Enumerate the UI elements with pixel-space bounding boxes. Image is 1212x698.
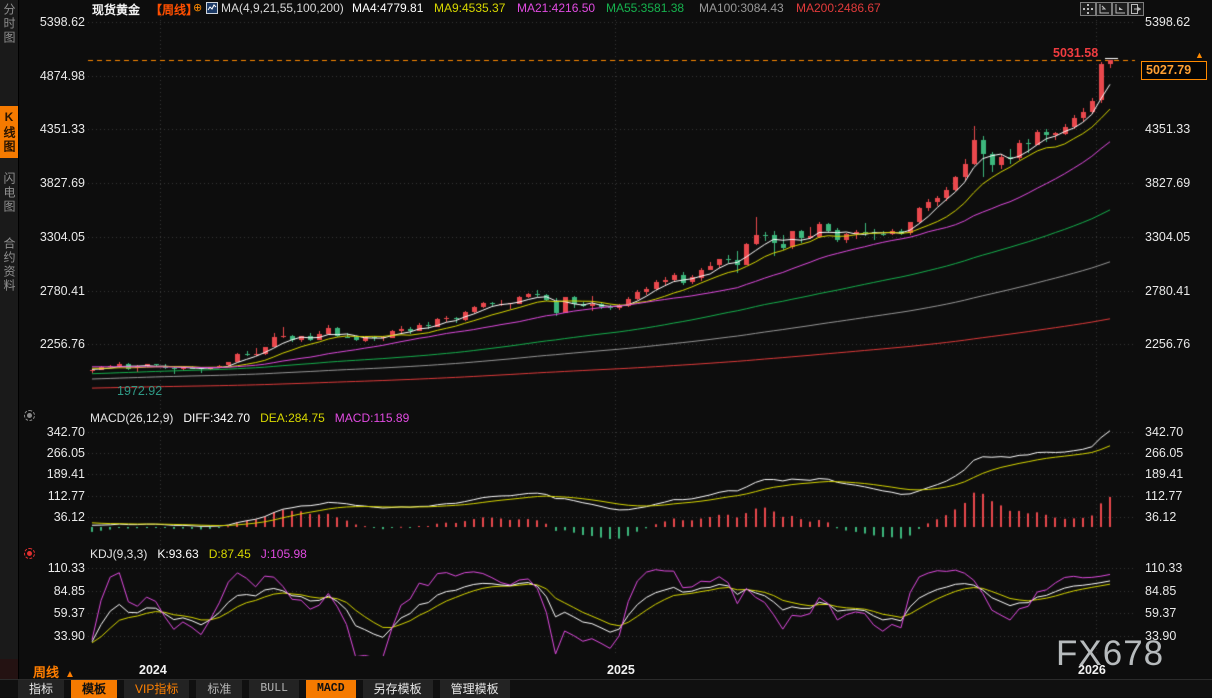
kdj-j-value: J:105.98 [260,547,307,561]
ma100-value: MA100:3084.43 [699,1,784,15]
symbol-name: 现货黄金 [92,3,141,17]
add-compare-icon[interactable]: ⊕ [193,2,203,14]
macd-tick-right: 36.12 [1145,510,1177,524]
year-tick-2024: 2024 [139,663,167,677]
price-tick-left: 5398.62 [39,15,85,29]
low-price-label: 1972.92 [117,384,163,398]
macd-tick: 342.70 [46,425,85,439]
macd-tick-right: 189.41 [1145,467,1184,481]
tab-template[interactable]: 模板 [71,680,118,698]
current-period-label[interactable]: 周线 ▲ [33,662,75,681]
macd-macd-value: MACD:115.89 [334,411,410,425]
collapse-panel-icon[interactable] [1128,2,1144,16]
ma21-value: MA21:4216.50 [517,1,596,15]
tab-indicators[interactable]: 指标 [18,680,65,698]
kdj-tick: 110.33 [47,561,85,575]
high-price-label: 5031.58 [1053,46,1099,60]
macd-tick: 36.12 [53,510,85,524]
axis-scale-left-icon[interactable] [1096,2,1112,16]
macd-tick-right: 342.70 [1145,425,1184,439]
sidebar-item-lightning-chart[interactable]: 闪电图 [2,172,16,214]
sidebar-item-contract-info[interactable]: 合约资料 [2,237,16,293]
kdj-tick-right: 33.90 [1145,629,1177,643]
bottom-tab-bar: 指标 模板 VIP指标 标准 BULL MACD 另存模板 管理模板 [0,679,1212,698]
period-up-arrow-icon: ▲ [65,669,75,680]
move-chart-icon[interactable] [1080,2,1096,16]
macd-settings-icon[interactable] [24,410,35,421]
kdj-tick: 84.85 [53,584,85,598]
price-tick-left: 2780.41 [39,284,85,298]
fx678-watermark: FX678 [1056,634,1165,673]
price-tick-left: 2256.76 [39,337,85,351]
ma9-value: MA9:4535.37 [434,1,506,15]
tab-macd[interactable]: MACD [306,680,356,698]
ma200-value: MA200:2486.67 [796,1,881,15]
macd-diff-value: DIFF:342.70 [183,411,251,425]
kdj-tick-right: 110.33 [1145,561,1183,575]
macd-dea-value: DEA:284.75 [260,411,325,425]
tab-manage-templates[interactable]: 管理模板 [439,680,510,698]
price-tick-left: 4874.98 [39,69,85,83]
macd-tick: 266.05 [46,446,85,460]
ma55-value: MA55:3581.38 [606,1,685,15]
sidebar-item-timeshare-chart[interactable]: 分时图 [2,3,16,45]
tab-bull[interactable]: BULL [249,680,299,698]
macd-tick-right: 266.05 [1145,446,1184,460]
axis-scale-right-icon[interactable] [1112,2,1128,16]
sidebar-item-kline-chart[interactable]: K线图 [0,106,18,158]
kdj-tick: 33.90 [53,629,85,643]
kdj-settings-icon[interactable] [24,548,35,559]
kdj-tick: 59.37 [53,606,85,620]
price-tick-left: 4351.33 [39,122,85,136]
period-tag[interactable]: 【周线】 [150,3,199,17]
price-tick-right: 2780.41 [1145,284,1191,298]
macd-header: MACD(26,12,9) DIFF:342.70 DEA:284.75 MACD:1… [90,411,419,425]
tab-save-as-template[interactable]: 另存模板 [362,680,433,698]
mini-chart-icon [206,2,218,14]
kdj-tick-right: 59.37 [1145,606,1177,620]
period-text: 周线 [33,665,60,680]
price-tick-left: 3304.05 [39,230,85,244]
last-price-arrow-icon: ▲ [1195,50,1204,60]
ma-params-label: MA(4,9,21,55,100,200) [221,1,344,15]
tab-vip-indicators[interactable]: VIP指标 [124,680,190,698]
left-sidebar: 分时图 K线图 闪电图 合约资料 [0,0,19,697]
macd-tick-right: 112.77 [1145,489,1183,503]
macd-tick: 112.77 [47,489,85,503]
year-tick-2026: 2026 [1078,663,1106,677]
price-tick-right: 4351.33 [1145,122,1191,136]
price-tick-right: 3304.05 [1145,230,1191,244]
kdj-tick-right: 84.85 [1145,584,1177,598]
kdj-header: KDJ(9,3,3) K:93.63 D:87.45 J:105.98 [90,547,317,561]
macd-title: MACD(26,12,9) [90,411,174,425]
last-price-badge: 5027.79 [1141,61,1207,80]
price-tick-right: 5398.62 [1145,15,1191,29]
kdj-d-value: D:87.45 [208,547,251,561]
kdj-title: KDJ(9,3,3) [90,547,148,561]
year-tick-2025: 2025 [607,663,635,677]
price-tick-right: 3827.69 [1145,176,1191,190]
price-tick-left: 3827.69 [39,176,85,190]
kdj-k-value: K:93.63 [157,547,199,561]
tab-standard[interactable]: 标准 [196,680,243,698]
ma4-value: MA4:4779.81 [352,1,424,15]
price-tick-right: 2256.76 [1145,337,1191,351]
macd-tick: 189.41 [46,467,85,481]
